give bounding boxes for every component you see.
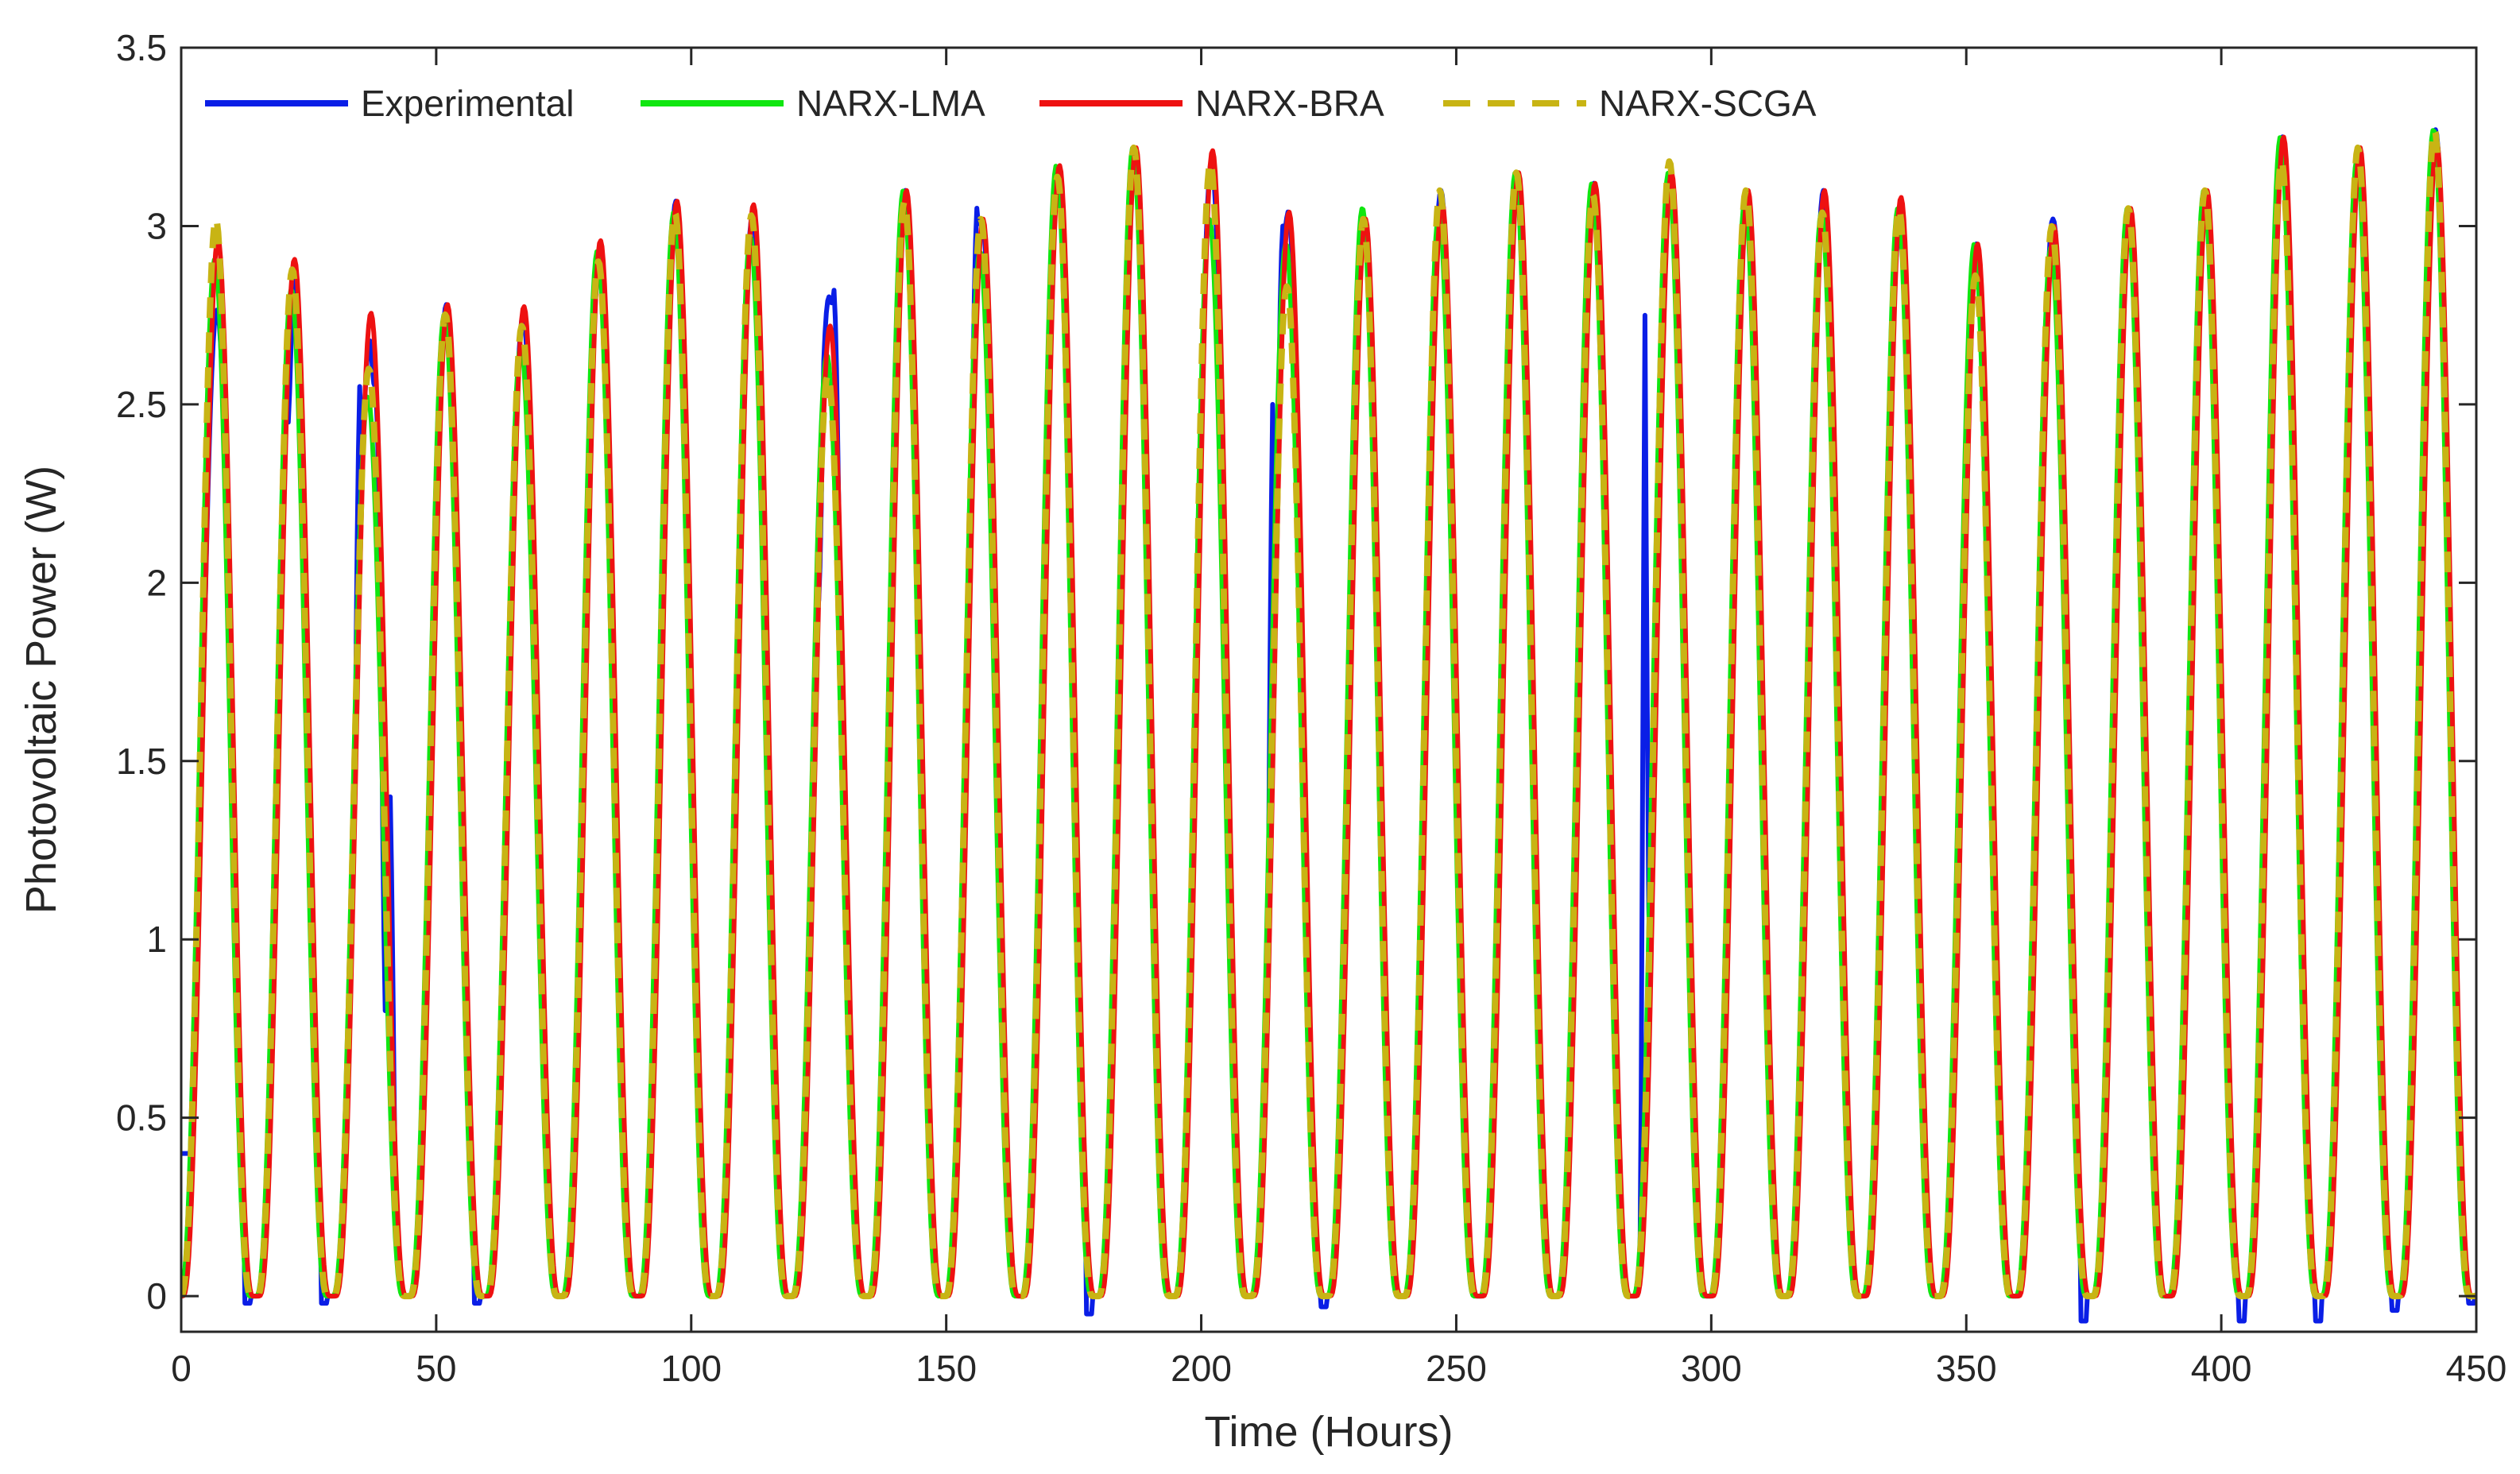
y-tick-label: 1.5	[116, 741, 167, 782]
x-tick-label: 350	[1936, 1348, 1997, 1389]
legend-label-narx-scga: NARX-SCGA	[1599, 83, 1817, 124]
series-layer	[181, 126, 2476, 1324]
x-tick-label: 150	[915, 1348, 977, 1389]
axes-frame	[180, 46, 2478, 1333]
legend-label-narx-lma: NARX-LMA	[796, 83, 985, 124]
x-tick-label: 0	[171, 1348, 192, 1389]
x-tick-label: 50	[416, 1348, 456, 1389]
y-axis-label: Photovoltaic Power (W)	[17, 466, 65, 914]
y-tick-label: 0.5	[116, 1097, 167, 1139]
y-tick-label: 1	[146, 919, 167, 960]
y-tick-label: 3.5	[116, 27, 167, 68]
y-tick-label: 0	[146, 1275, 167, 1317]
y-tick-label: 3	[146, 205, 167, 246]
x-axis-ticks: 0 50 100 150 200 250 300 350 400 450	[171, 48, 2506, 1389]
series-line-narx-scga	[181, 126, 2476, 1300]
y-tick-label: 2	[146, 562, 167, 603]
y-axis-ticks: 0 0.5 1 1.5 2 2.5 3 3.5	[116, 27, 2476, 1317]
y-tick-label: 2.5	[116, 384, 167, 425]
x-tick-label: 400	[2191, 1348, 2252, 1389]
x-tick-label: 200	[1171, 1348, 1232, 1389]
x-tick-label: 250	[1426, 1348, 1487, 1389]
legend-label-experimental: Experimental	[361, 83, 574, 124]
x-tick-label: 450	[2446, 1348, 2507, 1389]
x-tick-label: 300	[1681, 1348, 1742, 1389]
legend: Experimental NARX-LMA NARX-BRA NARX-SCGA	[205, 83, 1817, 124]
legend-label-narx-bra: NARX-BRA	[1195, 83, 1384, 124]
x-axis-label: Time (Hours)	[1204, 1408, 1453, 1456]
x-tick-label: 100	[660, 1348, 722, 1389]
